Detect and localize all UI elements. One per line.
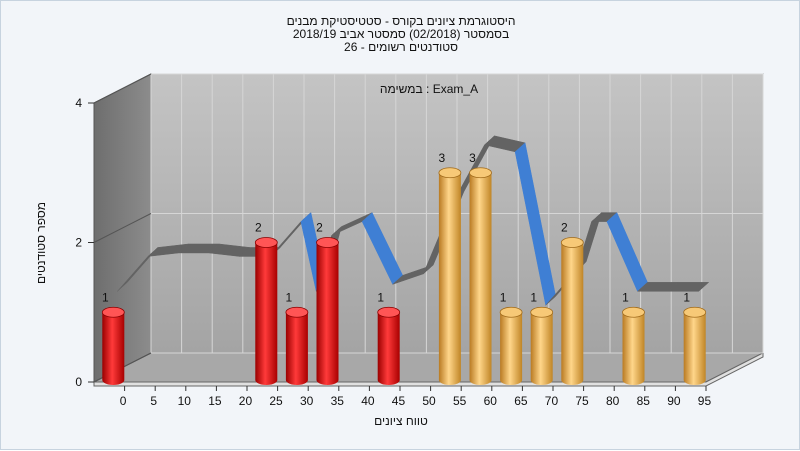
bar-value-label: 3: [469, 151, 476, 165]
x-tick-label: 25: [269, 394, 283, 408]
x-tick-label: 40: [361, 394, 375, 408]
x-axis-ticks: 0 5 10 15 20 25 30 35 40 45 50 55 60 65 70 75 80 85 90 95: [120, 386, 712, 408]
bar-body: [102, 307, 125, 385]
x-tick-label: 90: [667, 394, 681, 408]
histogram-bar: 3: [438, 151, 462, 385]
bar-body: [438, 167, 461, 385]
bar-body: [377, 307, 400, 385]
chart-annotation: במשימה : Exam_A: [380, 82, 478, 96]
x-tick-label: 30: [300, 394, 314, 408]
bar-value-label: 2: [316, 221, 323, 235]
histogram-bar: 1: [101, 290, 125, 385]
bar-cap: [377, 306, 401, 318]
x-tick-label: 80: [606, 394, 620, 408]
histogram-bar: 1: [530, 290, 554, 385]
x-tick-label: 70: [545, 394, 559, 408]
bar-cap: [316, 237, 339, 248]
histogram-bar: 1: [622, 290, 645, 385]
bar-cap: [622, 306, 645, 318]
x-tick-label: 50: [422, 394, 436, 408]
histogram-bar: 2: [254, 221, 278, 385]
bar-body: [561, 237, 584, 385]
x-tick-label: 55: [453, 394, 467, 408]
x-tick-label: 10: [178, 394, 192, 408]
x-tick-label: 75: [575, 394, 589, 408]
chart-walls: [93, 73, 764, 387]
bar-value-label: 1: [530, 290, 537, 304]
bar-value-label: 1: [622, 290, 629, 304]
bar-body: [622, 307, 645, 385]
grid-line-side: [93, 73, 152, 104]
bar-cap: [438, 167, 462, 179]
x-tick-label: 20: [239, 394, 253, 408]
bar-body: [469, 167, 492, 385]
chart-bars: 1 2 1 2 1 3 3 1 1 2 1 1: [101, 151, 707, 385]
x-tick-label: 5: [150, 394, 157, 408]
bar-body: [285, 307, 308, 385]
curve-segment: [667, 282, 710, 292]
bar-cap: [499, 306, 523, 318]
bar-value-label: 1: [286, 290, 293, 304]
bar-body: [683, 307, 706, 385]
bar-value-label: 2: [255, 221, 262, 235]
bar-cap: [101, 306, 125, 318]
bar-cap: [560, 237, 584, 248]
y-tick-label: 4: [75, 96, 82, 110]
x-tick-label: 35: [331, 394, 345, 408]
bar-body: [500, 307, 523, 385]
x-tick-label: 65: [514, 394, 528, 408]
histogram-bar: 1: [683, 290, 707, 385]
bar-cap: [530, 306, 554, 318]
x-tick-label: 95: [698, 394, 712, 408]
histogram-bar: 1: [377, 290, 401, 385]
bar-value-label: 2: [561, 221, 568, 235]
bar-body: [530, 307, 553, 385]
chart-title-line-2: בסמסטר (02/2018) סמסטר אביב 2018/19: [292, 27, 510, 41]
bar-value-label: 3: [439, 151, 446, 165]
grid-line-side: [93, 213, 152, 243]
y-tick-label: 2: [75, 236, 82, 250]
bar-body: [255, 237, 278, 385]
bar-value-label: 1: [102, 290, 109, 304]
histogram-bar: 2: [560, 221, 584, 385]
bar-cap: [254, 237, 278, 248]
chart-title-line-1: היסטוגרמת ציונים בקורס - סטטיסטיקת מבנים: [286, 14, 516, 28]
bar-value-label: 1: [500, 290, 507, 304]
histogram-bar: 2: [316, 221, 339, 385]
y-tick-label: 0: [75, 375, 82, 389]
x-tick-label: 45: [392, 394, 406, 408]
bar-value-label: 1: [377, 290, 384, 304]
bar-cap: [469, 167, 492, 179]
histogram-bar: 3: [469, 151, 492, 385]
histogram-bar: 1: [499, 290, 523, 385]
x-axis-title: טווח ציונים: [374, 414, 428, 428]
x-tick-label: 85: [637, 394, 651, 408]
floor: [93, 352, 764, 383]
x-tick-label: 15: [208, 394, 222, 408]
bar-cap: [285, 306, 309, 318]
bar-value-label: 1: [683, 290, 690, 304]
y-axis-ticks: 0 2 4: [75, 96, 94, 389]
x-tick-label: 0: [120, 394, 127, 408]
x-tick-label: 60: [484, 394, 498, 408]
histogram-bar: 1: [285, 290, 309, 385]
bar-cap: [683, 306, 707, 318]
y-axis-title: מספר סטודנטים: [34, 201, 48, 285]
bar-body: [316, 237, 339, 385]
chart-title-line-3: סטודנטים רשומים - 26: [344, 40, 458, 54]
